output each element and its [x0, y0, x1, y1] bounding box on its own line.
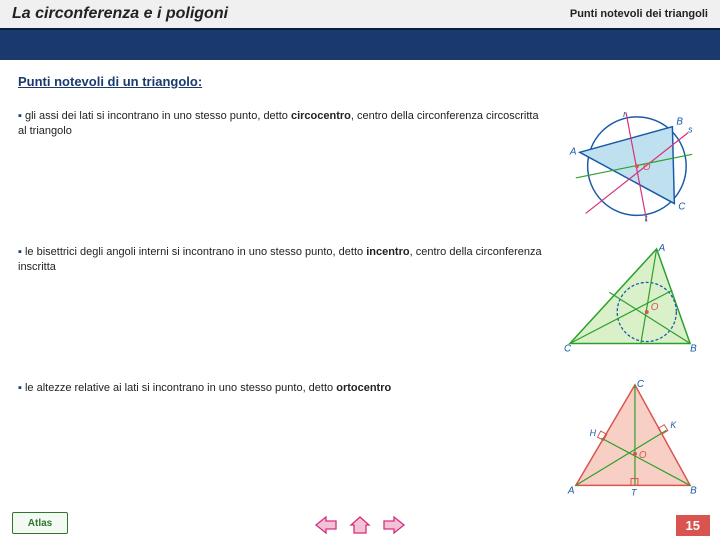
svg-text:H: H	[590, 428, 597, 438]
svg-text:O: O	[643, 162, 651, 173]
footer: Atlas 15	[0, 508, 720, 540]
svg-text:K: K	[670, 421, 677, 431]
bullet-2-pre: le bisettrici degli angoli interni si in…	[25, 246, 366, 258]
figure-orthocenter: A B C O H K T	[562, 377, 702, 495]
svg-text:C: C	[637, 379, 645, 390]
logo-atlas: Atlas	[12, 512, 68, 534]
bullet-3-pre: le altezze relative ai lati si incontran…	[25, 382, 336, 394]
row-orthocenter: ▪ le altezze relative ai lati si incontr…	[18, 377, 702, 495]
svg-text:A: A	[658, 243, 666, 254]
content: Punti notevoli di un triangolo: ▪ gli as…	[0, 60, 720, 496]
svg-text:B: B	[690, 486, 697, 496]
next-button[interactable]	[381, 514, 407, 536]
nav-controls	[313, 514, 407, 536]
bullet-2: ▪ le bisettrici degli angoli interni si …	[18, 241, 562, 275]
svg-text:A: A	[569, 146, 577, 157]
bullet-1-bold: circocentro	[291, 110, 351, 122]
svg-text:O: O	[639, 450, 647, 461]
main-title: La circonferenza e i poligoni	[12, 5, 228, 23]
section-title: Punti notevoli di un triangolo:	[18, 74, 702, 89]
row-circumcenter: ▪ gli assi dei lati si incontrano in uno…	[18, 105, 702, 223]
bullet-3: ▪ le altezze relative ai lati si incontr…	[18, 377, 562, 396]
svg-text:B: B	[690, 344, 697, 355]
prev-button[interactable]	[313, 514, 339, 536]
header-band	[0, 28, 720, 60]
svg-text:O: O	[651, 302, 659, 313]
svg-text:B: B	[676, 117, 683, 128]
figure-circumcenter: A B C O r s t	[562, 105, 702, 223]
svg-text:s: s	[688, 125, 693, 135]
bullet-1-pre: gli assi dei lati si incontrano in uno s…	[25, 110, 291, 122]
home-button[interactable]	[347, 514, 373, 536]
svg-text:C: C	[678, 201, 686, 212]
svg-text:A: A	[567, 486, 575, 496]
header: La circonferenza e i poligoni Punti note…	[0, 0, 720, 60]
sub-title: Punti notevoli dei triangoli	[570, 8, 708, 20]
bullet-1: ▪ gli assi dei lati si incontrano in uno…	[18, 105, 562, 139]
svg-text:T: T	[631, 488, 637, 496]
row-incenter: ▪ le bisettrici degli angoli interni si …	[18, 241, 702, 359]
bullet-2-bold: incentro	[366, 246, 409, 258]
figure-incenter: A B C O	[562, 241, 702, 357]
page-number: 15	[676, 515, 710, 536]
bullet-3-bold: ortocentro	[336, 382, 391, 394]
header-top: La circonferenza e i poligoni Punti note…	[0, 0, 720, 28]
svg-text:C: C	[564, 344, 572, 355]
